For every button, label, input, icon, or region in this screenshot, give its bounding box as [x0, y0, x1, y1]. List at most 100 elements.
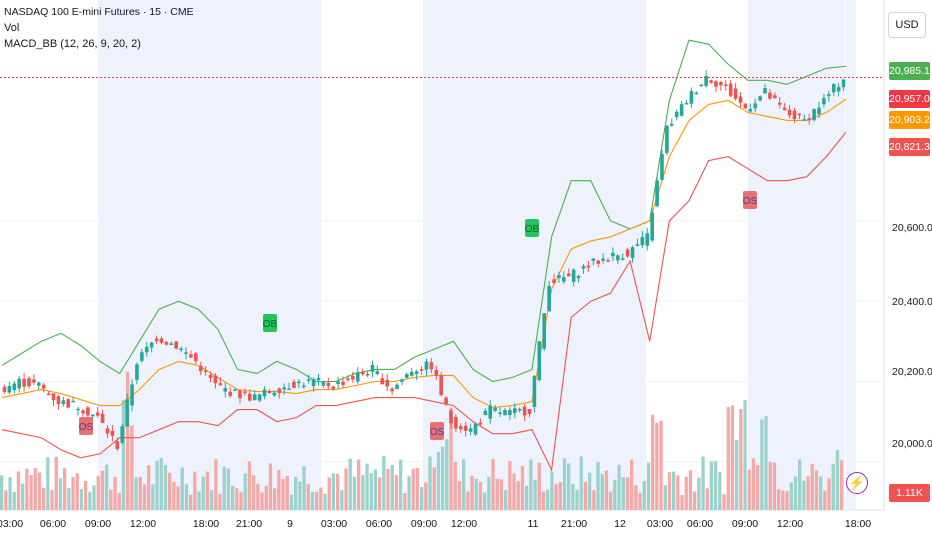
volume-bar	[75, 473, 79, 510]
volume-bar	[390, 464, 394, 510]
volume-bar	[210, 489, 214, 510]
volume-bar	[823, 490, 827, 510]
session-shade	[846, 0, 856, 510]
candle-body	[576, 275, 581, 279]
signal-tag-text: OB	[525, 224, 540, 235]
candle-body	[753, 103, 758, 109]
session-shade	[98, 0, 196, 510]
candle-body	[660, 153, 664, 180]
candle-body	[169, 343, 174, 345]
volume-bar	[546, 489, 550, 510]
candle-body	[66, 399, 71, 408]
volume-bar	[222, 466, 226, 510]
volume-bar	[680, 494, 684, 510]
candle-body	[439, 375, 443, 396]
signal-tag-os: OS	[79, 417, 94, 435]
volume-bar	[529, 459, 533, 510]
candle-body	[836, 87, 841, 92]
volume-bar	[277, 470, 281, 510]
volume-bar	[205, 471, 210, 510]
volume-bar	[814, 470, 819, 510]
volume-bar	[760, 419, 764, 510]
volume-bar	[247, 461, 252, 510]
macd-bb-indicator-label[interactable]: MACD_BB (12, 26, 9, 20, 2)	[4, 38, 141, 50]
candle-body	[763, 88, 767, 94]
candle-body	[213, 375, 218, 384]
volume-bar	[8, 477, 12, 510]
volume-bar	[294, 476, 298, 510]
candlesticks	[2, 70, 846, 451]
volume-bar	[827, 478, 831, 510]
volume-bar	[348, 458, 352, 510]
candle-body	[184, 352, 188, 354]
candle-body	[552, 279, 556, 284]
candle-body	[56, 396, 61, 405]
candle-body	[478, 422, 483, 425]
candle-body	[130, 384, 134, 406]
volume-bar	[319, 487, 323, 510]
volume-bar	[688, 470, 693, 510]
candle-body	[390, 388, 394, 392]
volume-indicator-label[interactable]: Vol	[4, 22, 20, 34]
lightning-icon[interactable]: ⚡	[846, 472, 868, 494]
volume-bar	[777, 489, 781, 510]
candle-body	[218, 383, 223, 386]
volume-bar	[420, 486, 424, 510]
candle-body	[699, 84, 704, 87]
candle-body	[454, 416, 458, 429]
candle-body	[198, 365, 203, 372]
candle-body	[110, 430, 115, 437]
volume-bar	[667, 472, 672, 510]
volume-bar	[361, 475, 365, 510]
price-tick: 20,000.00	[892, 438, 932, 450]
candle-body	[355, 372, 360, 382]
volume-bar	[109, 489, 113, 510]
candle-body	[728, 83, 733, 96]
candle-body	[665, 125, 669, 153]
candle-body	[37, 382, 41, 386]
candle-body	[144, 346, 149, 353]
volume-bar	[436, 451, 441, 510]
signal-tag-text: OS	[430, 427, 445, 438]
volume-bar	[289, 494, 294, 510]
volume-bar	[105, 464, 109, 510]
signal-tag-box	[263, 314, 277, 332]
volume-bar	[642, 481, 646, 510]
volume-bar	[613, 479, 617, 510]
candle-body	[679, 104, 684, 116]
volume-bar	[722, 494, 726, 510]
candle-body	[596, 260, 600, 264]
volume-bar	[369, 473, 373, 510]
volume-bar	[634, 485, 638, 510]
candle-body	[802, 119, 807, 121]
volume-bar	[575, 489, 579, 510]
volume-bar	[487, 476, 491, 510]
volume-bar	[323, 493, 327, 510]
candle-body	[179, 348, 183, 350]
candle-body	[827, 94, 831, 97]
candle-body	[684, 103, 689, 105]
volume-bars	[0, 371, 844, 510]
volume-bar	[474, 478, 478, 510]
currency-button[interactable]: USD	[888, 12, 926, 38]
volume-bar	[625, 477, 630, 510]
volume-bar	[394, 474, 399, 510]
candle-body	[336, 381, 340, 385]
candle-body	[522, 406, 527, 416]
candle-body	[301, 385, 306, 388]
volume-bar	[285, 475, 289, 510]
candle-body	[400, 379, 404, 382]
time-tick: 12:00	[450, 518, 478, 530]
volume-bar	[747, 469, 751, 510]
candle-body	[591, 258, 596, 261]
candle-body	[262, 389, 267, 397]
candle-body	[100, 413, 105, 424]
volume-bar	[798, 459, 802, 510]
candle-body	[2, 386, 7, 392]
volume-bar	[226, 468, 231, 510]
candle-body	[429, 362, 434, 370]
candle-body	[817, 107, 821, 115]
session-background	[98, 0, 856, 510]
candle-body	[537, 341, 542, 381]
